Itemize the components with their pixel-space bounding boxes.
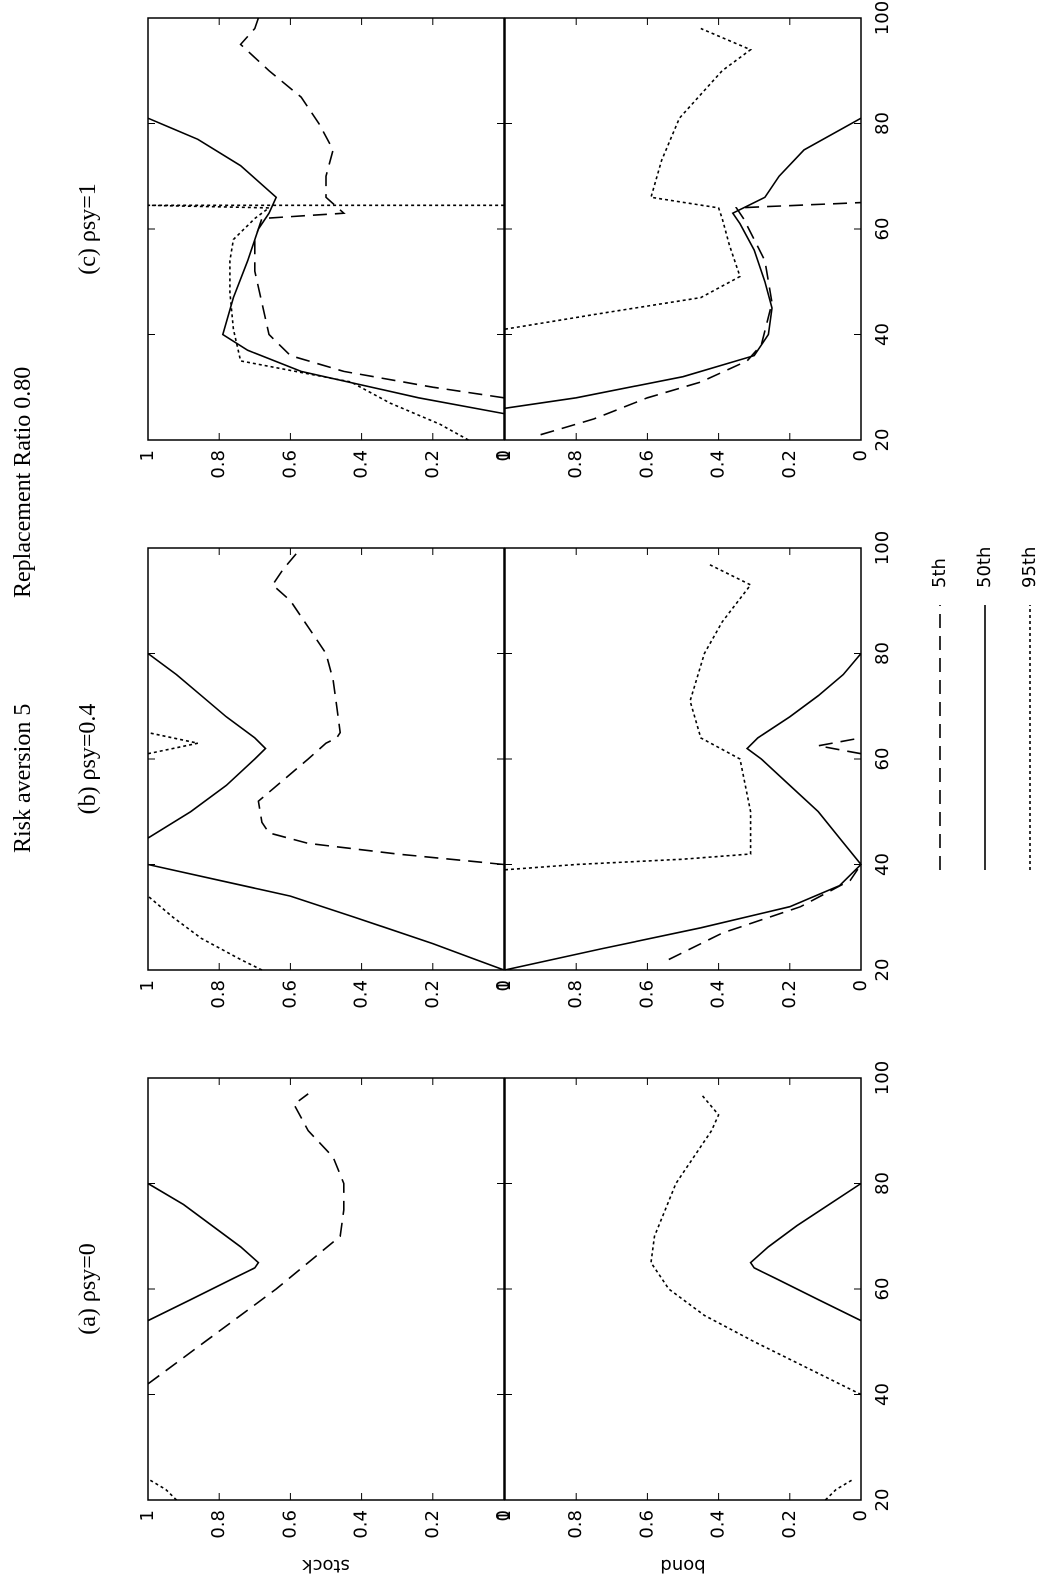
y-tick-label: 0.6 <box>279 450 300 479</box>
y-tick-label: 0.8 <box>208 450 229 479</box>
y-tick-label: 0.4 <box>351 980 372 1009</box>
y-tick-label: 1 <box>137 450 158 461</box>
x-tick-label: 60 <box>872 218 893 241</box>
y-tick-label: 0.8 <box>208 1510 229 1539</box>
y-tick-label: 0.8 <box>565 1510 586 1539</box>
y-tick-label: 1 <box>494 980 515 991</box>
series-line <box>147 1182 260 1322</box>
series-line <box>147 1093 345 1385</box>
panel-title: (b) ρsy=0.4 <box>75 704 101 815</box>
y-tick-label: 0 <box>850 450 871 461</box>
series-line <box>504 27 753 330</box>
y-tick-label: 0.6 <box>636 1510 657 1539</box>
series-line <box>749 1182 862 1322</box>
rotated-figure: Risk aversion 5 Replacement Ratio 0.80 0… <box>10 1 1040 1576</box>
y-tick-label: 0.4 <box>351 1510 372 1539</box>
plot-frame <box>147 547 505 971</box>
series-line <box>147 652 505 971</box>
y-tick-label: 0.2 <box>422 450 443 479</box>
panel-title: (a) ρsy=0 <box>75 1243 101 1335</box>
figure-title: Risk aversion 5 <box>10 704 36 853</box>
x-tick-label: 20 <box>872 959 893 982</box>
y-tick-label: 0 <box>493 980 514 991</box>
panel-title: (c) ρsy=1 <box>75 183 101 275</box>
y-tick-label: 0.4 <box>708 1510 729 1539</box>
y-tick-label: 0.6 <box>279 1510 300 1539</box>
series-line <box>147 1478 178 1501</box>
x-tick-label: 80 <box>872 1172 893 1195</box>
series-line <box>257 547 505 866</box>
y-tick-label: 0.6 <box>636 980 657 1009</box>
series-line <box>668 737 862 961</box>
y-tick-label: 1 <box>137 980 158 991</box>
x-tick-label: 80 <box>872 642 893 665</box>
x-tick-label: 60 <box>872 748 893 771</box>
plot-frame <box>504 1077 862 1501</box>
y-tick-label: 0.8 <box>565 980 586 1009</box>
x-tick-label: 40 <box>872 1383 893 1406</box>
series-line <box>504 652 863 971</box>
y-tick-label: 0.6 <box>279 980 300 1009</box>
x-tick-label: 20 <box>872 1489 893 1512</box>
series-line <box>239 17 505 399</box>
y-tick-label: 0.2 <box>779 980 800 1009</box>
y-tick-label: 1 <box>137 1510 158 1521</box>
y-axis-label: bond <box>660 1555 705 1576</box>
figure-subtitle: Replacement Ratio 0.80 <box>10 367 36 598</box>
y-tick-label: 0.4 <box>708 980 729 1009</box>
plot-frame <box>504 547 862 971</box>
x-tick-label: 100 <box>872 531 893 565</box>
legend-label: 50th <box>974 547 995 588</box>
y-tick-label: 1 <box>494 450 515 461</box>
y-tick-label: 0.8 <box>208 980 229 1009</box>
x-tick-label: 100 <box>872 1 893 35</box>
x-tick-label: 100 <box>872 1061 893 1095</box>
series-line <box>147 204 504 441</box>
series-line <box>650 1093 862 1501</box>
series-line <box>147 731 263 971</box>
y-tick-label: 0 <box>850 980 871 991</box>
series-line <box>504 117 862 410</box>
x-tick-label: 20 <box>872 429 893 452</box>
y-tick-label: 0.4 <box>708 450 729 479</box>
x-tick-label: 60 <box>872 1278 893 1301</box>
legend-label: 5th <box>929 558 950 588</box>
y-tick-label: 0.2 <box>422 980 443 1009</box>
y-tick-label: 0 <box>493 1510 514 1521</box>
y-tick-label: 0.2 <box>779 1510 800 1539</box>
y-tick-label: 0.6 <box>636 450 657 479</box>
series-line <box>504 563 752 871</box>
x-tick-label: 40 <box>872 323 893 346</box>
y-tick-label: 0.2 <box>422 1510 443 1539</box>
y-tick-label: 0.2 <box>779 450 800 479</box>
y-tick-label: 0.4 <box>351 450 372 479</box>
series-line <box>540 201 862 436</box>
y-tick-label: 0 <box>493 450 514 461</box>
y-tick-label: 0.8 <box>565 450 586 479</box>
series-line <box>147 117 505 415</box>
y-tick-label: 0 <box>850 1510 871 1521</box>
x-tick-label: 40 <box>872 853 893 876</box>
legend-label: 95th <box>1019 547 1040 588</box>
y-axis-label: stock <box>302 1555 350 1576</box>
plot-frame <box>147 1077 505 1501</box>
x-tick-label: 80 <box>872 112 893 135</box>
y-tick-label: 1 <box>494 1510 515 1521</box>
